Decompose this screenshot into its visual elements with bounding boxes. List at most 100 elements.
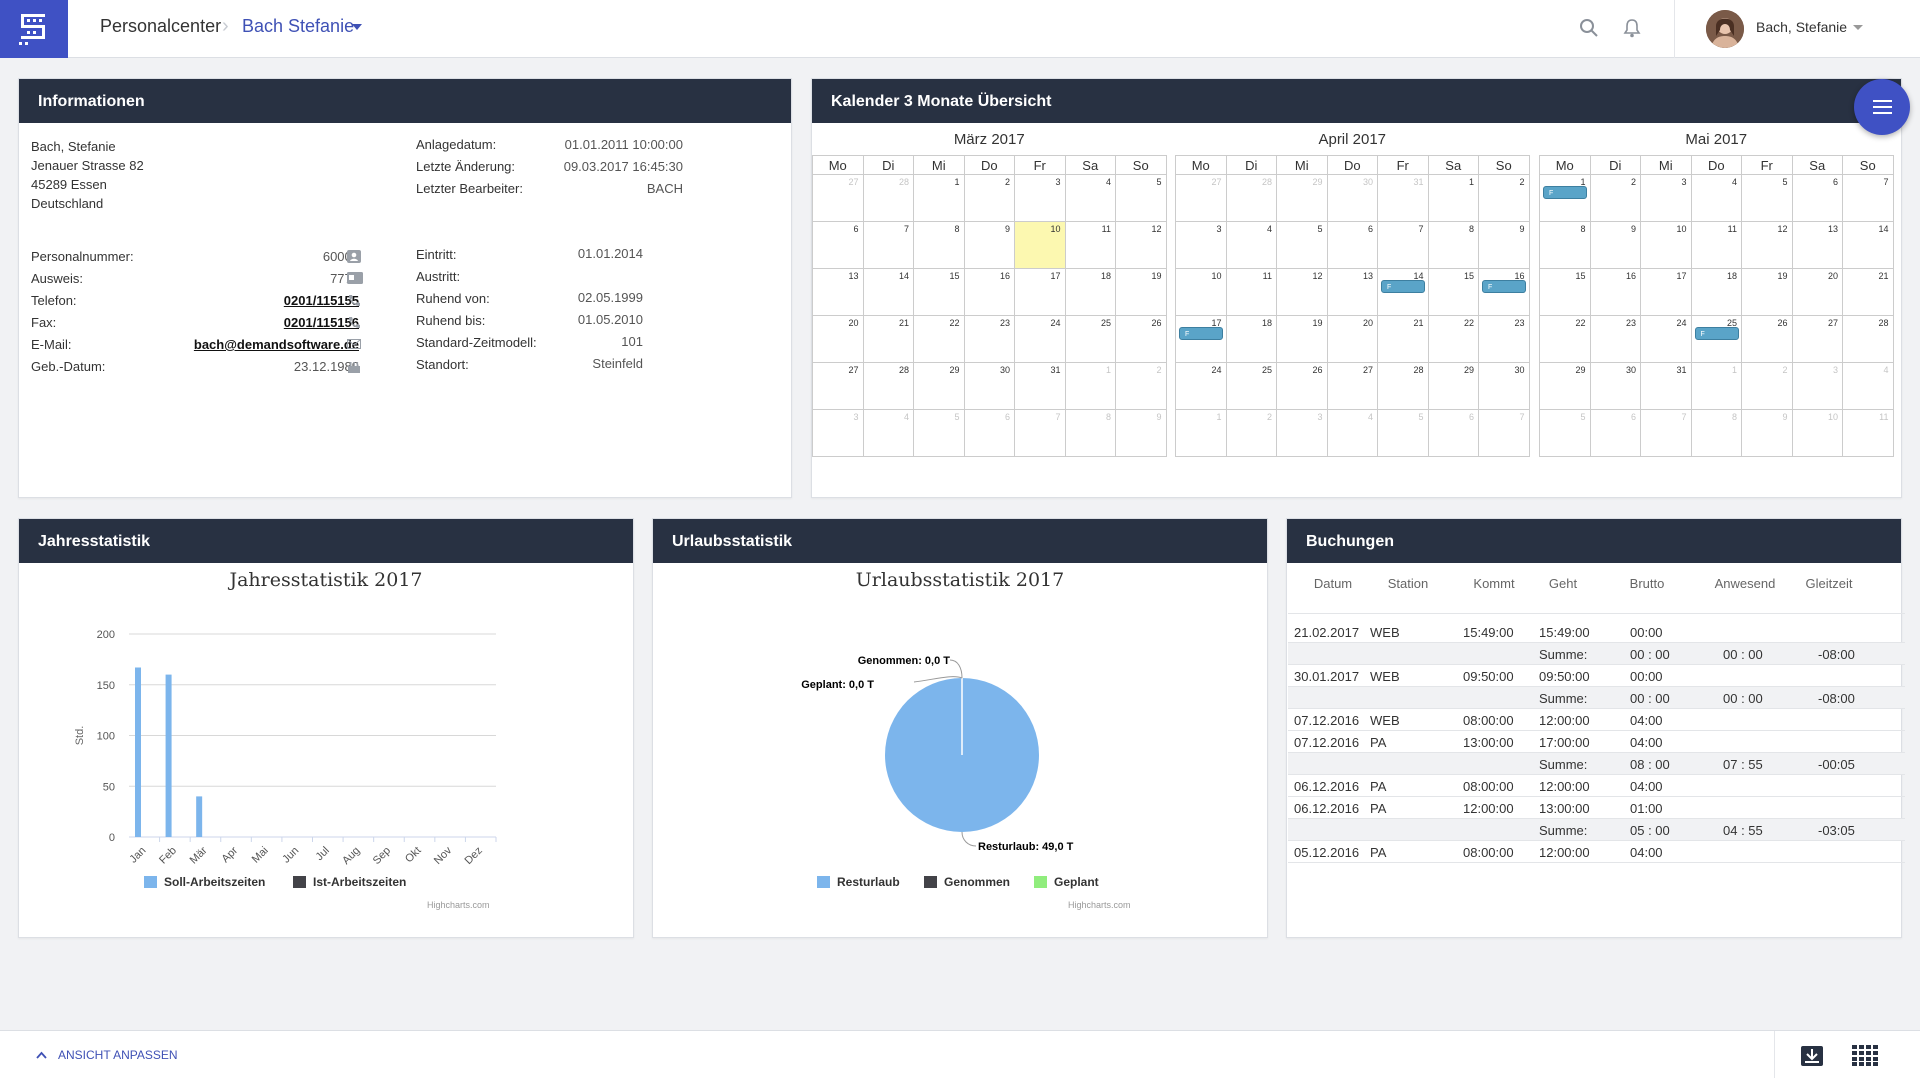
calendar-day[interactable]: 4 <box>863 410 914 457</box>
calendar-day[interactable]: 2 <box>964 175 1015 222</box>
calendar-day[interactable]: 31 <box>1641 363 1692 410</box>
user-menu-chevron-icon[interactable] <box>1853 25 1863 30</box>
avatar[interactable] <box>1706 10 1744 48</box>
calendar-day[interactable]: 22 <box>1540 316 1591 363</box>
calendar-day[interactable]: 4 <box>1226 222 1277 269</box>
calendar-event[interactable]: F <box>1543 186 1587 199</box>
calendar-day[interactable]: 12 <box>1742 222 1793 269</box>
table-row[interactable]: 06.12.2016 PA 08:00:00 12:00:00 04:00 <box>1288 775 1905 797</box>
calendar-day[interactable]: 19 <box>1742 269 1793 316</box>
calendar-day[interactable]: 9 <box>964 222 1015 269</box>
calendar-day[interactable]: 18 <box>1065 269 1116 316</box>
calendar-event[interactable]: F <box>1694 327 1739 340</box>
calendar-day[interactable]: 2 <box>1742 363 1793 410</box>
calendar-day[interactable]: 5 <box>1540 410 1591 457</box>
calendar-day[interactable]: 29 <box>1428 363 1479 410</box>
calendar-day[interactable]: 3 <box>1176 222 1227 269</box>
calendar-day[interactable]: 22 <box>914 316 965 363</box>
table-row[interactable]: 05.12.2016 PA 08:00:00 12:00:00 04:00 <box>1288 841 1905 863</box>
calendar-day[interactable]: 17 F <box>1176 316 1227 363</box>
calendar-day[interactable]: 19 <box>1277 316 1328 363</box>
calendar-day[interactable]: 17 <box>1641 269 1692 316</box>
calendar-day[interactable]: 28 <box>1226 175 1277 222</box>
calendar-day[interactable]: 30 <box>1479 363 1530 410</box>
calendar-day[interactable]: 20 <box>1792 269 1843 316</box>
calendar-day[interactable]: 22 <box>1428 316 1479 363</box>
calendar-day[interactable]: 7 <box>1843 175 1894 222</box>
legend-geplant[interactable]: Geplant <box>1034 875 1099 889</box>
calendar-day[interactable]: 7 <box>863 222 914 269</box>
calendar-day[interactable]: 12 <box>1116 222 1167 269</box>
calendar-day[interactable]: 21 <box>1843 269 1894 316</box>
calendar-day[interactable]: 15 <box>1540 269 1591 316</box>
calendar-day[interactable]: 18 <box>1691 269 1742 316</box>
calendar-day[interactable]: 16 <box>1590 269 1641 316</box>
chevron-down-icon[interactable] <box>352 24 362 30</box>
calendar-day[interactable]: 1 <box>1065 363 1116 410</box>
column-header[interactable]: Kommt <box>1473 576 1515 591</box>
legend-soll[interactable]: Soll-Arbeitszeiten <box>144 875 265 889</box>
customize-view-link[interactable]: ANSICHT ANPASSEN <box>58 1048 178 1062</box>
calendar-day[interactable]: 4 <box>1691 175 1742 222</box>
calendar-day[interactable]: 14 <box>1843 222 1894 269</box>
calendar-day[interactable]: 8 <box>1540 222 1591 269</box>
calendar-day[interactable]: 20 <box>813 316 864 363</box>
calendar-day[interactable]: 21 <box>1378 316 1429 363</box>
menu-fab-button[interactable] <box>1854 79 1910 135</box>
calendar-day[interactable]: 5 <box>1742 175 1793 222</box>
legend-genommen[interactable]: Genommen <box>924 875 1010 889</box>
calendar-day[interactable]: 13 <box>1792 222 1843 269</box>
calendar-day[interactable]: 1 <box>1428 175 1479 222</box>
calendar-day[interactable]: 28 <box>863 363 914 410</box>
calendar-day[interactable]: 4 <box>1843 363 1894 410</box>
calendar-day[interactable]: 25 <box>1065 316 1116 363</box>
grid-view-icon[interactable] <box>1852 1045 1878 1066</box>
calendar-day[interactable]: 31 <box>1378 175 1429 222</box>
breadcrumb-root[interactable]: Personalcenter <box>100 16 222 36</box>
calendar-day[interactable]: 7 <box>1479 410 1530 457</box>
calendar-day[interactable]: 21 <box>863 316 914 363</box>
calendar-day[interactable]: 28 <box>1378 363 1429 410</box>
column-header[interactable]: Geht <box>1548 576 1578 591</box>
summary-row[interactable]: Summe: 05 : 00 04 : 55 -03:05 <box>1288 819 1905 841</box>
calendar-day[interactable]: 26 <box>1742 316 1793 363</box>
calendar-day[interactable]: 13 <box>1327 269 1378 316</box>
calendar-day[interactable]: 8 <box>914 222 965 269</box>
calendar-day[interactable]: 17 <box>1015 269 1066 316</box>
calendar-day[interactable]: 1 <box>914 175 965 222</box>
chart-credit[interactable]: Highcharts.com <box>427 900 490 910</box>
calendar-day[interactable]: 23 <box>964 316 1015 363</box>
calendar-day[interactable]: 15 <box>1428 269 1479 316</box>
phone-link[interactable]: 0201/115155 <box>283 293 359 308</box>
calendar-day[interactable]: 5 <box>1378 410 1429 457</box>
legend-resturlaub[interactable]: Resturlaub <box>817 875 900 889</box>
calendar-day[interactable]: 29 <box>1540 363 1591 410</box>
calendar-day[interactable]: 25 <box>1226 363 1277 410</box>
calendar-day[interactable]: 27 <box>813 363 864 410</box>
calendar-day[interactable]: 30 <box>964 363 1015 410</box>
calendar-day[interactable]: 28 <box>863 175 914 222</box>
calendar-day[interactable]: 3 <box>1277 410 1328 457</box>
summary-row[interactable]: Summe: 08 : 00 07 : 55 -00:05 <box>1288 753 1905 775</box>
user-name[interactable]: Bach, Stefanie <box>1756 19 1848 35</box>
calendar-day[interactable]: 10 <box>1176 269 1227 316</box>
calendar-day[interactable]: 7 <box>1015 410 1066 457</box>
calendar-day[interactable]: 8 <box>1691 410 1742 457</box>
calendar-day[interactable]: 11 <box>1065 222 1116 269</box>
calendar-event[interactable]: F <box>1381 280 1425 293</box>
chevron-up-icon[interactable] <box>36 1051 47 1059</box>
column-header[interactable]: Datum <box>1313 576 1353 591</box>
calendar-day[interactable]: 1 <box>1691 363 1742 410</box>
calendar-day[interactable]: 6 <box>813 222 864 269</box>
calendar-day[interactable]: 30 <box>1590 363 1641 410</box>
calendar-day[interactable]: 27 <box>1327 363 1378 410</box>
calendar-day[interactable]: 10 <box>1641 222 1692 269</box>
calendar-day[interactable]: 10 <box>1792 410 1843 457</box>
bell-icon[interactable] <box>1623 18 1641 38</box>
calendar-day[interactable]: 14 <box>863 269 914 316</box>
calendar-day[interactable]: 14 F <box>1378 269 1429 316</box>
calendar-day[interactable]: 11 <box>1691 222 1742 269</box>
calendar-day[interactable]: 2 <box>1116 363 1167 410</box>
calendar-day[interactable]: 9 <box>1742 410 1793 457</box>
bar-Mär[interactable] <box>196 796 203 837</box>
